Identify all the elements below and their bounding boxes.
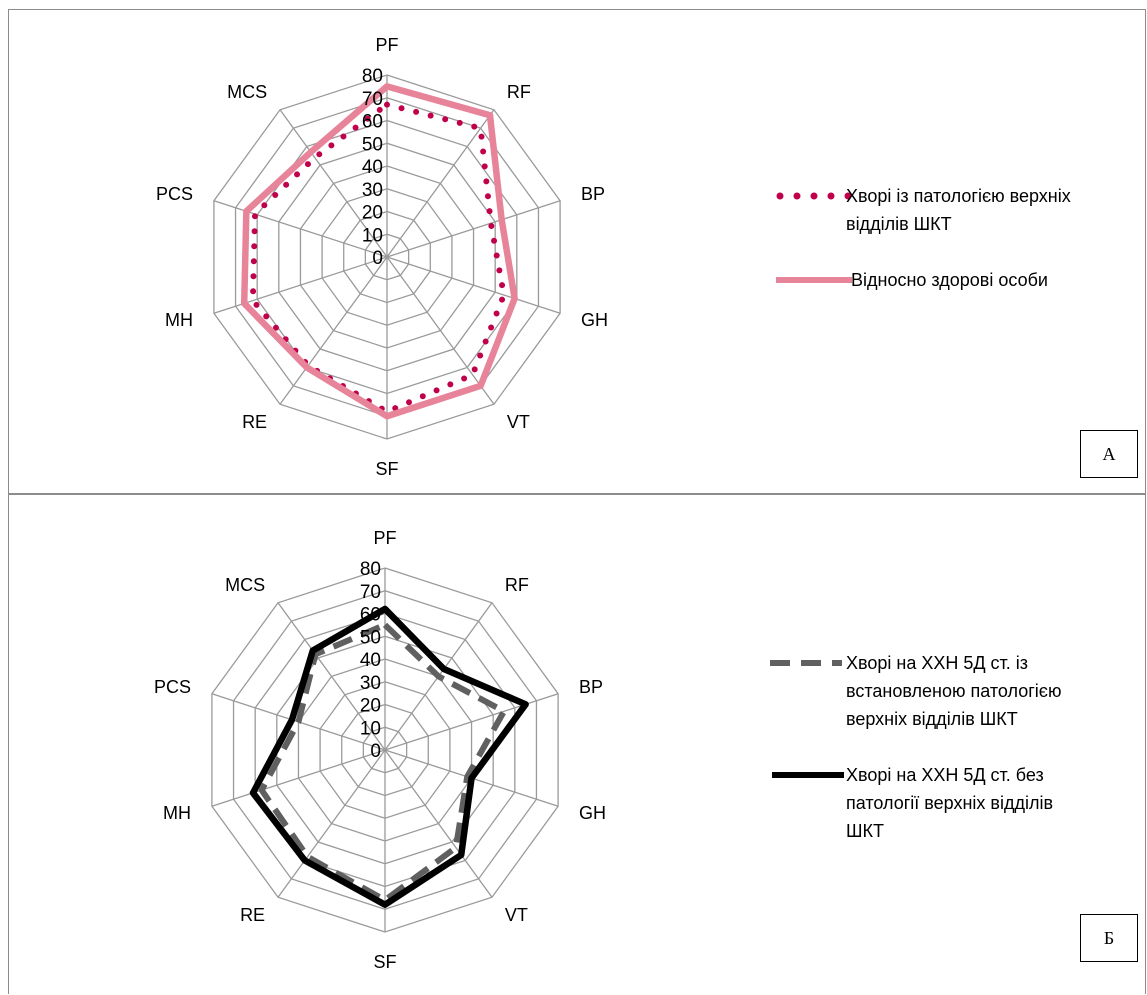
series-line-0-0	[249, 101, 507, 415]
axis-label-mh: MH	[165, 310, 193, 330]
grid-spoke	[277, 749, 386, 898]
legend-label-b-1: Хворі на ХХН 5Д ст. без патології верхні…	[846, 765, 1054, 841]
axis-label-sf: SF	[373, 952, 396, 972]
axis-label-pf: PF	[373, 528, 396, 548]
axis-label-rf: RF	[507, 82, 531, 102]
panel-a: 0 10 20 30 40 50 60 70 80 PF RF BP GH VT SF RE MH PCS MCS …	[8, 9, 1146, 494]
legend-label-a-0: Хворі із патологією верхніх відділів ШКТ	[846, 186, 1071, 234]
panel-b: 0 10 20 30 40 50 60 70 80 PF RF BP GH VT SF RE MH PCS MCS …	[8, 494, 1146, 994]
grid-spoke	[384, 749, 493, 898]
legend-item-a-0: Хворі із патологією верхніх відділів ШКТ	[774, 182, 1071, 234]
axis-label-mcs: MCS	[227, 82, 267, 102]
tick-label: 70	[360, 582, 381, 603]
axis-label-sf: SF	[375, 459, 398, 479]
tick-label: 50	[362, 134, 383, 155]
axis-label-vt: VT	[505, 905, 528, 925]
legend-swatch-a-0	[776, 192, 854, 200]
series-line-1-0	[258, 621, 508, 904]
tick-label: 10	[362, 225, 383, 246]
axis-label-bp: BP	[579, 677, 603, 697]
legend-swatch-b-0	[770, 660, 842, 666]
tick-label: 20	[360, 696, 381, 717]
grid-spoke	[279, 256, 388, 405]
legend-label-b-0: Хворі на ХХН 5Д ст. із встановленою пато…	[846, 653, 1062, 729]
axis-label-pcs: PCS	[156, 184, 193, 204]
axis-label-pf: PF	[375, 35, 398, 55]
axis-label-re: RE	[242, 412, 267, 432]
panel-label-a: А	[1080, 430, 1138, 478]
grid-spoke	[279, 109, 388, 258]
tick-label: 80	[362, 66, 383, 87]
axis-label-mcs: MCS	[225, 575, 265, 595]
tick-label: 60	[360, 605, 381, 626]
axis-label-pcs: PCS	[154, 677, 191, 697]
axis-label-gh: GH	[579, 803, 606, 823]
axis-label-rf: RF	[505, 575, 529, 595]
tick-label: 50	[360, 627, 381, 648]
grid-spoke	[277, 602, 386, 751]
axis-label-mh: MH	[163, 803, 191, 823]
tick-label: 60	[362, 112, 383, 133]
grid-spoke	[386, 256, 495, 405]
axis-label-bp: BP	[581, 184, 605, 204]
tick-label: 10	[360, 718, 381, 739]
panel-label-b: Б	[1080, 914, 1138, 962]
legend-label-a-1: Відносно здорові особи	[851, 270, 1048, 290]
legend-swatch-a-1	[776, 277, 852, 283]
tick-label: 40	[362, 157, 383, 178]
tick-label: 0	[372, 248, 383, 269]
tick-label: 20	[362, 203, 383, 224]
legend-item-b-0: Хворі на ХХН 5Д ст. із встановленою пато…	[766, 649, 1061, 729]
grid-spoke	[211, 749, 386, 807]
grid-spoke	[384, 693, 559, 751]
legend-swatch-b-1	[772, 772, 844, 778]
tick-label: 40	[360, 650, 381, 671]
series-line-0-1	[240, 83, 518, 420]
legend-item-b-1: Хворі на ХХН 5Д ст. без патології верхні…	[766, 761, 1053, 841]
tick-label: 70	[362, 89, 383, 110]
series-line-1-1	[249, 605, 529, 908]
tick-label: 30	[360, 673, 381, 694]
tick-label: 0	[370, 741, 381, 762]
grid-spoke	[386, 256, 561, 314]
radar-grid-1	[211, 567, 559, 933]
grid-spoke	[386, 200, 561, 258]
legend-item-a-1: Відносно здорові особи	[774, 266, 1048, 302]
grid-spoke	[213, 200, 388, 258]
axis-label-re: RE	[240, 905, 265, 925]
axis-label-gh: GH	[581, 310, 608, 330]
axis-label-vt: VT	[507, 412, 530, 432]
tick-label: 80	[360, 559, 381, 580]
grid-spoke	[386, 109, 495, 258]
tick-label: 30	[362, 180, 383, 201]
